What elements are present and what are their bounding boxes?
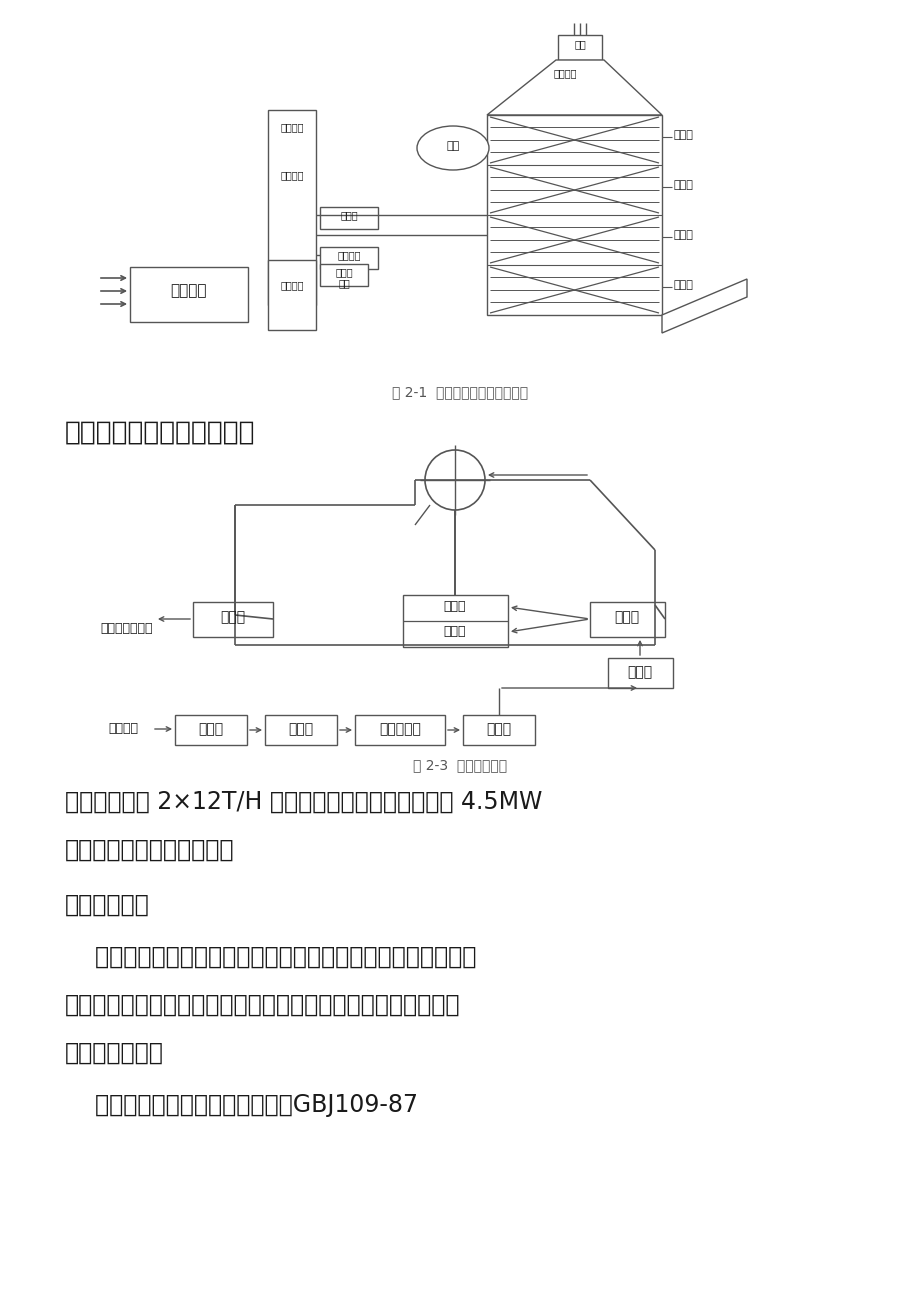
- Text: 软水箱: 软水箱: [486, 723, 511, 736]
- Text: 省煤器: 省煤器: [614, 611, 639, 624]
- Text: 二、编制依据: 二、编制依据: [65, 893, 150, 917]
- Text: 水处理装置: 水处理装置: [379, 723, 421, 736]
- Bar: [267, 109, 315, 305]
- Bar: [355, 715, 445, 745]
- Polygon shape: [662, 279, 746, 333]
- Text: 图 2-1  余热锅炉整体布置结构图: 图 2-1 余热锅炉整体布置结构图: [391, 385, 528, 398]
- Text: 燃盆: 燃盆: [573, 39, 585, 49]
- Text: 其基本工艺流程如图所示：: 其基本工艺流程如图所示：: [65, 421, 255, 447]
- Bar: [193, 602, 273, 637]
- Text: 脱氧节: 脱氧节: [335, 267, 352, 277]
- Text: 汽包: 汽包: [446, 141, 460, 151]
- Text: 进口烟气: 进口烟气: [171, 283, 207, 298]
- Text: 本工程应严格遵守国家有关工程建设的法律法规、规章制度、: 本工程应严格遵守国家有关工程建设的法律法规、规章制度、: [65, 945, 476, 969]
- Text: 本期工程建设 2×12T/H 余热高炉煤气补燃锅炉，一台 4.5MW: 本期工程建设 2×12T/H 余热高炉煤气补燃锅炉，一台 4.5MW: [65, 790, 542, 814]
- Text: 本路热板: 本路热板: [280, 171, 303, 180]
- Bar: [462, 715, 535, 745]
- Bar: [130, 267, 248, 322]
- Text: 《工业用水软化除盐设计规范》GBJ109-87: 《工业用水软化除盐设计规范》GBJ109-87: [65, 1092, 417, 1117]
- Text: 生活用水: 生活用水: [108, 723, 138, 736]
- Text: 脱氧节: 脱氧节: [340, 210, 357, 220]
- Text: 脱氧热板: 脱氧热板: [337, 250, 360, 260]
- Text: 本路热板: 本路热板: [280, 280, 303, 290]
- Text: 水冷壁: 水冷壁: [674, 130, 693, 141]
- Polygon shape: [486, 60, 662, 115]
- Bar: [320, 207, 378, 229]
- Bar: [486, 115, 662, 315]
- Text: 蒸发器: 蒸发器: [674, 230, 693, 240]
- Bar: [265, 715, 336, 745]
- Text: 汽轮发电机组和配套辅机。: 汽轮发电机组和配套辅机。: [65, 838, 234, 862]
- Text: 过热器: 过热器: [674, 280, 693, 290]
- Text: 省煤器: 省煤器: [674, 180, 693, 190]
- Text: 燃道: 燃道: [338, 279, 349, 288]
- Text: 给水箱: 给水箱: [199, 723, 223, 736]
- Text: 过热器: 过热器: [221, 611, 245, 624]
- Text: 蒸发器: 蒸发器: [443, 600, 466, 613]
- Text: 给水泵: 给水泵: [627, 665, 652, 680]
- Text: 要技术规范有：: 要技术规范有：: [65, 1042, 164, 1065]
- Bar: [589, 602, 664, 637]
- Bar: [607, 658, 673, 687]
- Text: 图 2-3  系统工艺流程: 图 2-3 系统工艺流程: [413, 758, 506, 772]
- Bar: [403, 595, 507, 647]
- Circle shape: [425, 450, 484, 510]
- Text: 本路烟回: 本路烟回: [280, 122, 303, 132]
- Ellipse shape: [416, 126, 489, 171]
- Text: 行业的有关规定，依照现行的技术标准及验收规范进行施工。主: 行业的有关规定，依照现行的技术标准及验收规范进行施工。主: [65, 993, 460, 1017]
- Bar: [558, 35, 601, 60]
- Text: 燃烧挂架: 燃烧挂架: [552, 68, 576, 78]
- Bar: [320, 264, 368, 286]
- Text: 过热蒸器至用户: 过热蒸器至用户: [100, 622, 153, 635]
- Bar: [267, 260, 315, 329]
- Text: 水冷壁: 水冷壁: [443, 625, 466, 638]
- Bar: [175, 715, 246, 745]
- Text: 给水泵: 给水泵: [289, 723, 313, 736]
- Bar: [320, 247, 378, 270]
